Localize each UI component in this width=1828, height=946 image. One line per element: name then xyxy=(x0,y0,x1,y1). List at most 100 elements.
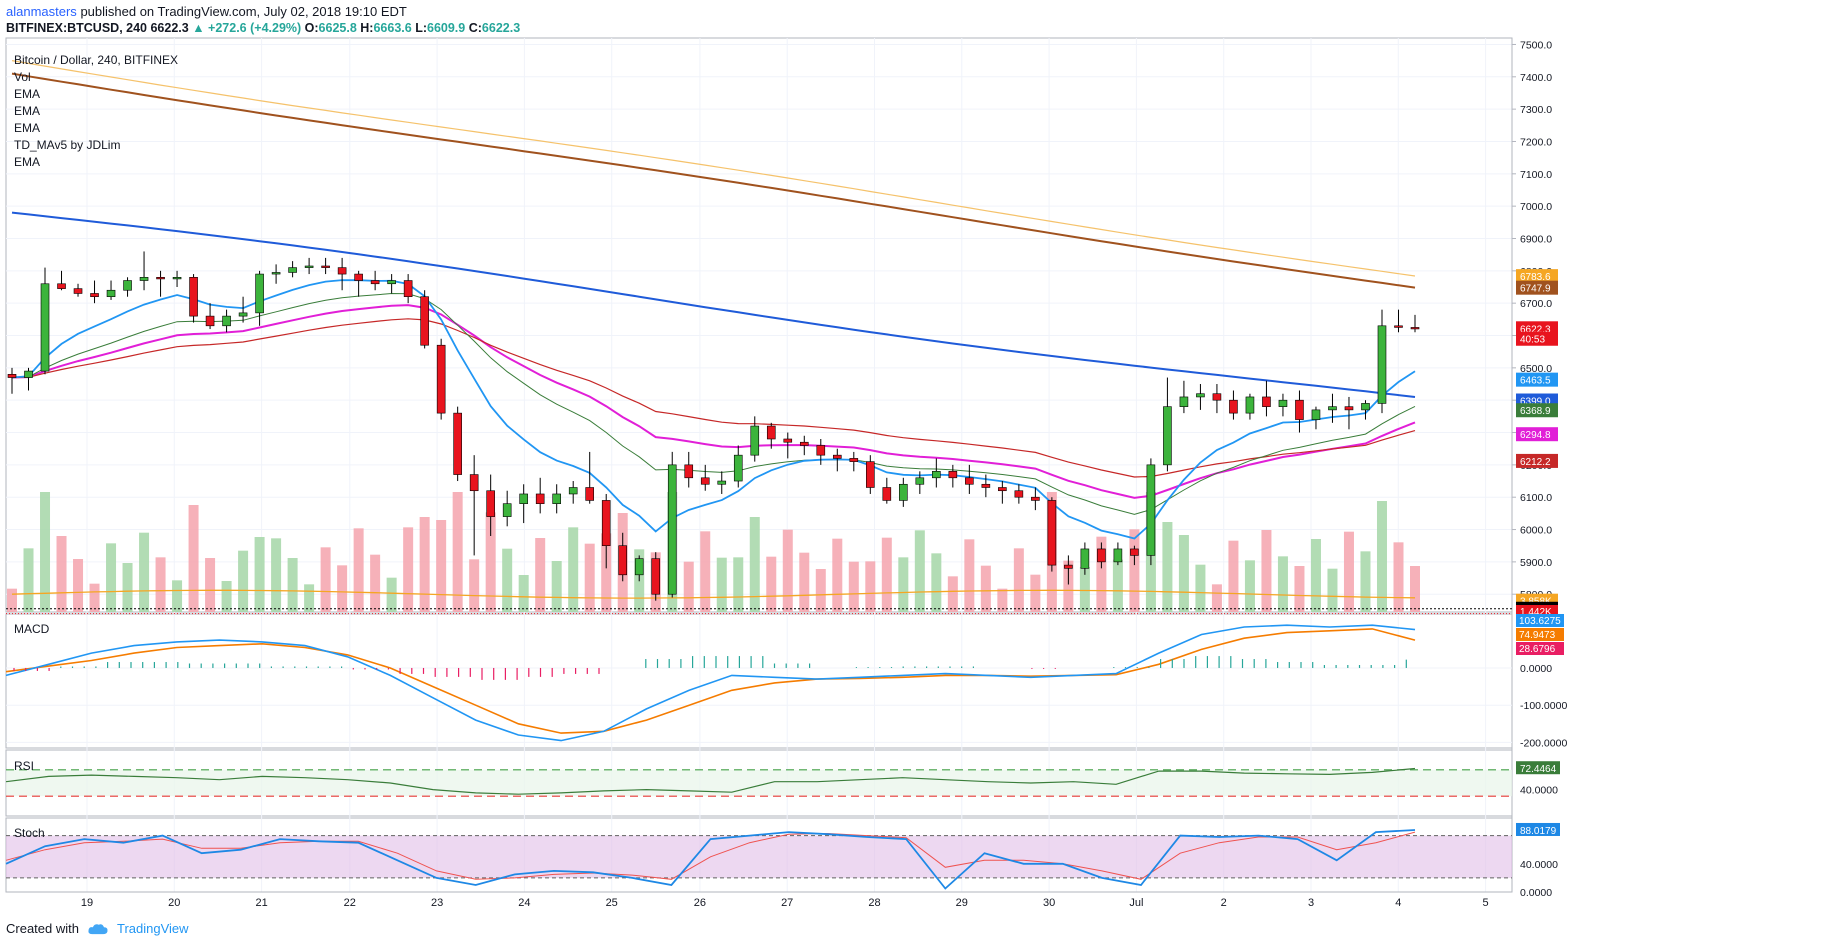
ema-line-blue xyxy=(11,211,1416,398)
candle-body xyxy=(948,471,958,479)
price-label: 6747.9 xyxy=(1520,284,1551,295)
legend-ema-4[interactable]: EMA xyxy=(14,155,41,169)
price-label: 6294.8 xyxy=(1520,430,1551,441)
candle-body xyxy=(1410,327,1420,330)
y-tick-label: 7000.0 xyxy=(1520,201,1552,213)
volume-bar xyxy=(815,569,826,612)
volume-bar xyxy=(370,554,381,612)
candle-body xyxy=(1344,406,1354,411)
rsi-value-box xyxy=(1516,761,1560,775)
candle-body xyxy=(849,458,859,462)
volume-bar xyxy=(1244,560,1255,612)
stoch-label[interactable]: Stoch xyxy=(14,826,45,840)
legend-ema-2[interactable]: EMA xyxy=(14,104,41,118)
legend-ema-1[interactable]: EMA xyxy=(14,87,41,101)
author-link[interactable]: alanmasters xyxy=(6,4,77,19)
candle-body xyxy=(568,487,578,495)
candle-body xyxy=(222,315,231,327)
y-tick-label: 6900.0 xyxy=(1520,233,1552,245)
h-value: 6663.6 xyxy=(373,21,412,35)
candle-body xyxy=(866,461,875,488)
rsi-line xyxy=(5,767,1416,795)
volume-bar xyxy=(188,505,199,612)
x-tick-label: 5 xyxy=(1483,897,1489,909)
legend-td-ma[interactable]: TD_MAv5 by JDLim xyxy=(14,138,121,152)
candle-body xyxy=(255,273,264,314)
volume-bar xyxy=(485,512,496,612)
price-label: 40:53 xyxy=(1520,335,1545,346)
publish-info: alanmasters published on TradingView.com… xyxy=(6,4,407,19)
y-tick-label: 7500.0 xyxy=(1520,39,1552,51)
stoch-value: 88.0179 xyxy=(1520,826,1557,837)
tradingview-link[interactable]: TradingView xyxy=(116,921,189,936)
candle-body xyxy=(634,558,644,576)
macd-value-box xyxy=(1516,642,1564,655)
candle-body xyxy=(403,280,413,298)
volume-bar xyxy=(89,583,100,612)
x-tick-label: 25 xyxy=(606,897,618,909)
tradingview-cloud-icon xyxy=(88,923,108,934)
volume-bar xyxy=(155,557,166,612)
y-tick-label: 7100.0 xyxy=(1520,169,1552,181)
volume-bar xyxy=(1343,531,1354,612)
volume-bar xyxy=(848,561,859,612)
legend-ema-3[interactable]: EMA xyxy=(14,121,41,135)
candle-body xyxy=(486,490,495,517)
ohlc-header: BITFINEX:BTCUSD, 240 6622.3 ▲ +272.6 (+4… xyxy=(6,21,520,35)
publish-text: published on TradingView.com, July 02, 2… xyxy=(80,4,407,19)
volume-bar xyxy=(914,530,925,612)
volume-bar xyxy=(1079,567,1090,612)
x-tick-label: 4 xyxy=(1395,897,1401,909)
candle-body xyxy=(1179,396,1189,407)
volume-bar xyxy=(386,577,397,612)
volume-bar xyxy=(782,529,793,612)
rsi-label[interactable]: RSI xyxy=(14,759,35,773)
candle-body xyxy=(321,265,330,268)
x-tick-label: Jul xyxy=(1129,897,1143,909)
candle-body xyxy=(733,454,743,482)
candle-body xyxy=(998,487,1007,492)
volume-bar xyxy=(1178,535,1189,612)
macd-value: 74.9473 xyxy=(1519,630,1556,641)
volume-bar xyxy=(403,527,414,612)
volume-bar xyxy=(865,561,876,612)
volume-bar xyxy=(271,538,282,612)
candle-body xyxy=(651,558,661,595)
legend-vol[interactable]: Vol xyxy=(14,70,31,84)
volume-bar xyxy=(1030,574,1041,612)
volume-bar xyxy=(733,557,744,612)
x-tick-label: 24 xyxy=(518,897,530,909)
volume-bar xyxy=(551,561,562,612)
legend: Bitcoin / Dollar, 240, BITFINEX Vol EMA … xyxy=(14,52,178,171)
candle-body xyxy=(1080,548,1090,569)
candle-body xyxy=(832,454,842,459)
candle-body xyxy=(717,480,727,485)
candle-body xyxy=(1311,409,1321,420)
candle-body xyxy=(700,477,710,485)
stoch-value-box xyxy=(1516,822,1560,836)
candle-body xyxy=(1113,548,1123,563)
volume-bar xyxy=(320,547,331,612)
volume-bar xyxy=(1013,548,1024,612)
x-tick-label: 2 xyxy=(1221,897,1227,909)
candle-body xyxy=(1064,564,1073,569)
volume-bar xyxy=(205,558,216,612)
candle-body xyxy=(7,374,17,378)
candle-body xyxy=(816,445,826,456)
rsi-band xyxy=(6,769,1512,797)
volume-bar xyxy=(122,563,133,612)
candle-body xyxy=(271,272,281,275)
x-tick-label: 21 xyxy=(255,897,267,909)
candle-body xyxy=(601,500,611,547)
chart-canvas[interactable]: 19 20 21 22 23 24 25 26 27 28 29 30 Jul 2 3 4 57500.0740… xyxy=(0,0,1828,920)
volume-bar xyxy=(172,580,183,612)
volume-bar xyxy=(436,520,447,612)
candle-body xyxy=(1212,393,1222,401)
macd-label[interactable]: MACD xyxy=(14,622,50,636)
volume-bar xyxy=(353,528,364,612)
volume-bar xyxy=(749,517,760,612)
ema-line-magenta xyxy=(11,304,1416,499)
candle-body xyxy=(915,477,925,485)
candle-body xyxy=(535,493,545,504)
main-pane xyxy=(5,37,1513,613)
